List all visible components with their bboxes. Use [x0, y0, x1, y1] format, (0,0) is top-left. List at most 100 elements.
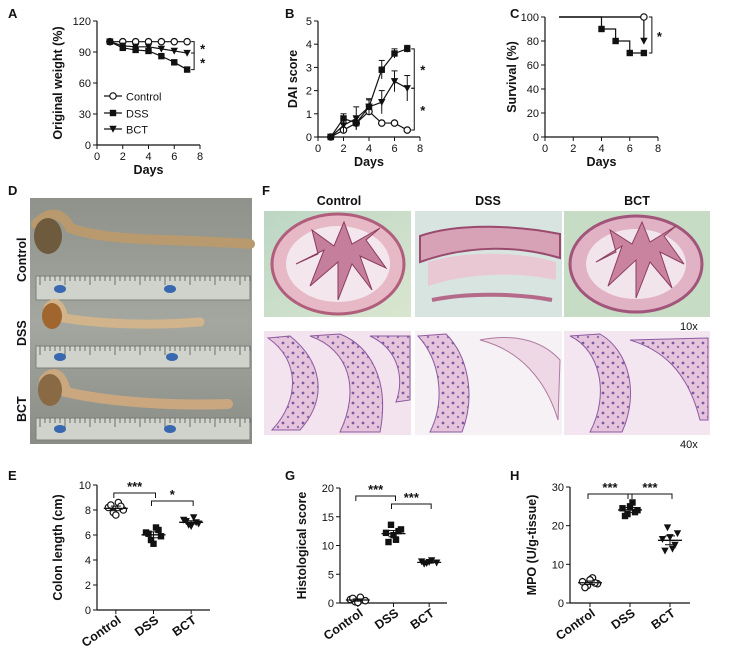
y-tick-label: 30	[552, 482, 564, 494]
histology-dss-40x	[415, 331, 562, 435]
x-tick-label: 0	[315, 143, 321, 155]
histology-bct-40x	[564, 331, 710, 435]
x-category-label: BCT	[170, 613, 199, 639]
x-tick-label: 0	[94, 151, 100, 163]
y-axis-title: Colon length (cm)	[51, 494, 65, 600]
data-point-dss	[598, 25, 605, 33]
data-point-dss	[145, 47, 152, 55]
y-tick-label: 4	[306, 39, 312, 51]
data-point-dss	[183, 66, 191, 73]
x-category-label: BCT	[408, 606, 437, 632]
chart-dai-score: 0 1 2 3 4 5 0 2 4 6 8 Days DAI score * *	[286, 16, 426, 169]
significance-marker: ***	[404, 490, 420, 505]
dss-colon	[43, 299, 205, 329]
x-category-label: BCT	[649, 606, 678, 632]
data-point-bct	[170, 47, 178, 55]
control-colon	[31, 209, 255, 249]
data-point-bct	[663, 524, 672, 532]
legend-marker	[109, 92, 117, 100]
ruler-bct-mark	[54, 425, 66, 433]
data-point-bct	[183, 49, 191, 57]
x-category-label: Control	[79, 613, 123, 650]
panel-letter-e: E	[8, 468, 17, 483]
data-point-dss	[626, 49, 633, 57]
y-tick-label: 10	[552, 559, 564, 571]
y-tick-label: 90	[79, 47, 91, 59]
data-point-dss	[157, 533, 165, 540]
y-tick-label: 60	[527, 60, 539, 72]
significance-marker: ***	[127, 479, 143, 494]
ruler-control-mark	[54, 285, 66, 293]
panel-letter-h: H	[510, 468, 519, 483]
significance-marker: *	[657, 29, 663, 44]
y-tick-label: 8	[85, 505, 91, 517]
data-point-bct	[661, 547, 669, 555]
legend-label: Control	[126, 92, 161, 104]
data-point-dss	[385, 538, 392, 546]
significance-marker: ***	[368, 482, 384, 497]
data-point-dss	[619, 505, 626, 512]
colon-photo: Control DSS BCT	[15, 198, 255, 444]
data-point-dss	[155, 526, 162, 534]
significance-bracket	[627, 493, 673, 499]
y-tick-label: 20	[322, 483, 334, 495]
significance-marker: ***	[602, 480, 618, 495]
data-point-control	[183, 37, 191, 46]
histology-col-label-bct: BCT	[624, 194, 650, 208]
data-point-control	[107, 501, 115, 509]
y-tick-label: 5	[306, 16, 312, 28]
data-point-bct	[671, 541, 679, 549]
y-tick-label: 0	[85, 140, 91, 152]
chart-histological-score: 0 5 10 15 20 Control DSS BCT Histological score *…	[295, 482, 447, 643]
ruler-bct-mark	[164, 425, 176, 433]
control-cecum	[34, 218, 62, 254]
y-tick-label: 2	[85, 580, 91, 592]
panel-letter-c: C	[510, 6, 520, 21]
data-point-dss	[392, 536, 400, 543]
x-tick-label: 4	[366, 143, 372, 155]
y-tick-label: 10	[322, 541, 334, 553]
data-point-control	[157, 37, 166, 46]
y-tick-label: 15	[322, 512, 334, 524]
photo-row-label-bct: BCT	[15, 396, 29, 422]
histology-control-10x	[264, 211, 411, 317]
y-tick-label: 3	[306, 62, 312, 74]
y-tick-label: 0	[558, 598, 564, 610]
x-axis-title: Days	[134, 163, 164, 177]
y-tick-label: 4	[85, 555, 91, 567]
x-axis-title: Days	[587, 155, 617, 169]
x-tick-label: 8	[417, 143, 423, 155]
y-tick-label: 10	[79, 480, 91, 492]
legend-label: BCT	[126, 125, 148, 137]
x-tick-label: 6	[627, 143, 633, 155]
legend-label: DSS	[126, 109, 149, 121]
y-tick-label: 30	[79, 109, 91, 121]
significance-bracket	[411, 48, 415, 89]
magnification-40x: 40x	[680, 439, 698, 451]
bct-colon	[39, 369, 233, 410]
data-point-bct	[144, 43, 153, 51]
histology-panel: Control DSS BCT 10x	[264, 194, 710, 451]
data-point-dss	[158, 52, 165, 60]
ruler-dss-mark	[54, 353, 66, 361]
y-tick-label: 6	[85, 530, 91, 542]
data-point-dss	[147, 536, 155, 544]
x-tick-label: 6	[171, 151, 177, 163]
x-category-label: Control	[553, 606, 597, 643]
significance-bracket	[191, 52, 195, 71]
data-point-dss	[612, 37, 619, 45]
bct-cecum	[38, 374, 62, 406]
panel-letter-g: G	[285, 468, 295, 483]
x-tick-label: 2	[570, 143, 576, 155]
y-axis-title: Histological score	[295, 492, 309, 600]
y-tick-label: 100	[521, 12, 539, 24]
data-point-dss	[629, 499, 636, 506]
data-point-bct	[327, 133, 335, 141]
photo-row-label-dss: DSS	[15, 320, 29, 346]
data-point-bct	[131, 43, 140, 51]
y-tick-label: 1	[306, 109, 312, 121]
data-point-bct	[673, 530, 682, 538]
data-point-bct	[182, 518, 190, 525]
significance-bracket	[191, 41, 195, 54]
